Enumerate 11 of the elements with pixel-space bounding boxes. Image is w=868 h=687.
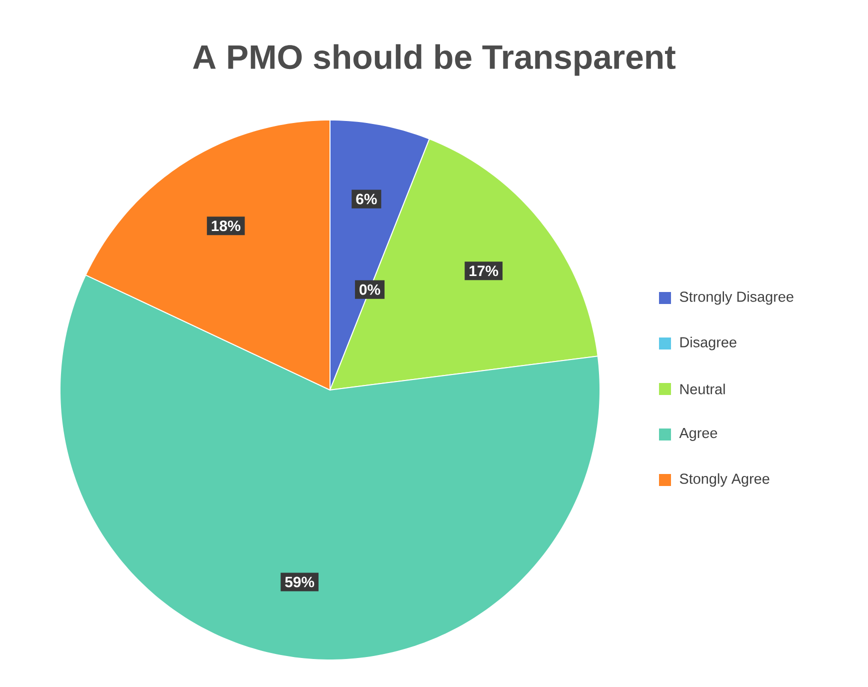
legend-label: Disagree: [680, 336, 736, 350]
legend-label: Neutral: [680, 384, 725, 394]
data-label: 17%: [470, 266, 498, 276]
data-label: 6%: [356, 194, 377, 204]
data-label: 18%: [212, 220, 240, 232]
legend-label: Agree: [679, 428, 718, 441]
chart-title: A PMO should be Transparent: [192, 44, 676, 76]
legend-label: Strongly Disagree: [680, 291, 794, 305]
legend-label: Stongly Agree: [680, 473, 770, 487]
data-label: 59%: [285, 576, 314, 588]
text: 0%: [360, 284, 380, 295]
